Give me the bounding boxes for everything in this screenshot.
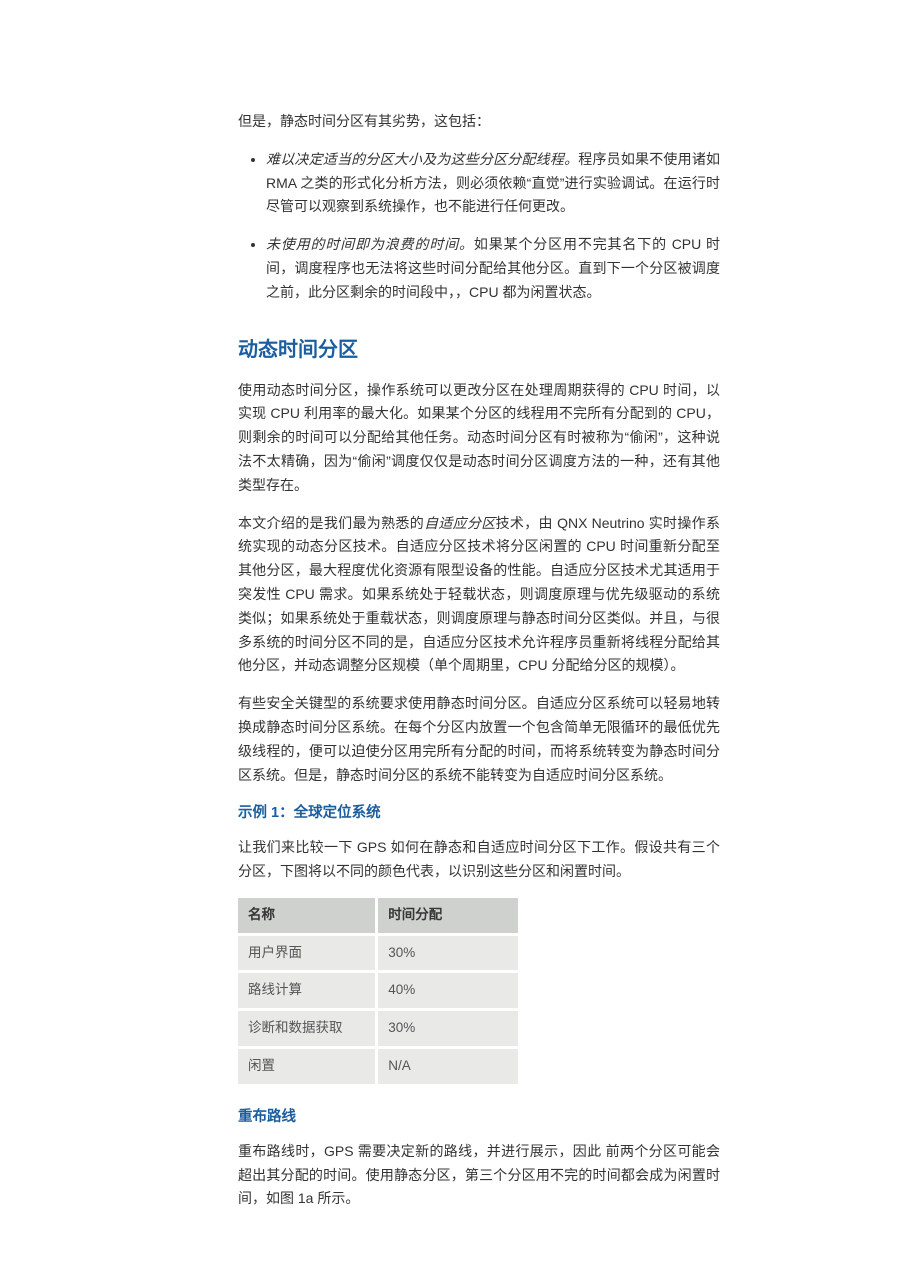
p2-italic: 自适应分区 [424, 515, 496, 531]
subsection-title-reroute: 重布路线 [238, 1105, 720, 1130]
table-row: 诊断和数据获取 30% [238, 1010, 518, 1048]
table-row: 路线计算 40% [238, 972, 518, 1010]
reroute-paragraph: 重布路线时，GPS 需要决定新的路线，并进行展示，因此 前两个分区可能会超出其分… [238, 1140, 720, 1211]
table-row: 用户界面 30% [238, 934, 518, 972]
list-item: 未使用的时间即为浪费的时间。如果某个分区用不完其名下的 CPU 时间，调度程序也… [266, 233, 720, 304]
document-page: 但是，静态时间分区有其劣势，这包括： 难以决定适当的分区大小及为这些分区分配线程… [0, 0, 920, 1285]
section-title-dynamic: 动态时间分区 [238, 333, 720, 367]
intro-lead: 但是，静态时间分区有其劣势，这包括： [238, 110, 720, 134]
table-cell-name: 闲置 [238, 1048, 377, 1086]
table-cell-value: 40% [377, 972, 518, 1010]
table-cell-value: 30% [377, 1010, 518, 1048]
table-header-row: 名称 时间分配 [238, 898, 518, 934]
table-row: 闲置 N/A [238, 1048, 518, 1086]
table-cell-name: 诊断和数据获取 [238, 1010, 377, 1048]
p2-pre: 本文介绍的是我们最为熟悉的 [238, 515, 424, 531]
bullet-italic: 未使用的时间即为浪费的时间。 [266, 236, 474, 252]
example1-paragraph: 让我们来比较一下 GPS 如何在静态和自适应时间分区下工作。假设共有三个分区，下… [238, 836, 720, 884]
table-cell-value: N/A [377, 1048, 518, 1086]
dynamic-paragraph-2: 本文介绍的是我们最为熟悉的自适应分区技术，由 QNX Neutrino 实时操作… [238, 512, 720, 679]
table-header-name: 名称 [238, 898, 377, 934]
intro-bullet-list: 难以决定适当的分区大小及为这些分区分配线程。程序员如果不使用诸如 RMA 之类的… [238, 148, 720, 305]
table-header-alloc: 时间分配 [377, 898, 518, 934]
bullet-italic: 难以决定适当的分区大小及为这些分区分配线程。 [266, 151, 578, 167]
p2-post: 技术，由 QNX Neutrino 实时操作系统实现的动态分区技术。自适应分区技… [238, 515, 720, 674]
table-cell-value: 30% [377, 934, 518, 972]
dynamic-paragraph-3: 有些安全关键型的系统要求使用静态时间分区。自适应分区系统可以轻易地转换成静态时间… [238, 692, 720, 787]
table-cell-name: 用户界面 [238, 934, 377, 972]
dynamic-paragraph-1: 使用动态时间分区，操作系统可以更改分区在处理周期获得的 CPU 时间，以实现 C… [238, 379, 720, 498]
allocation-table: 名称 时间分配 用户界面 30% 路线计算 40% 诊断和数据获取 30% 闲置… [238, 898, 518, 1088]
list-item: 难以决定适当的分区大小及为这些分区分配线程。程序员如果不使用诸如 RMA 之类的… [266, 148, 720, 219]
subsection-title-example1: 示例 1：全球定位系统 [238, 801, 720, 826]
table-cell-name: 路线计算 [238, 972, 377, 1010]
